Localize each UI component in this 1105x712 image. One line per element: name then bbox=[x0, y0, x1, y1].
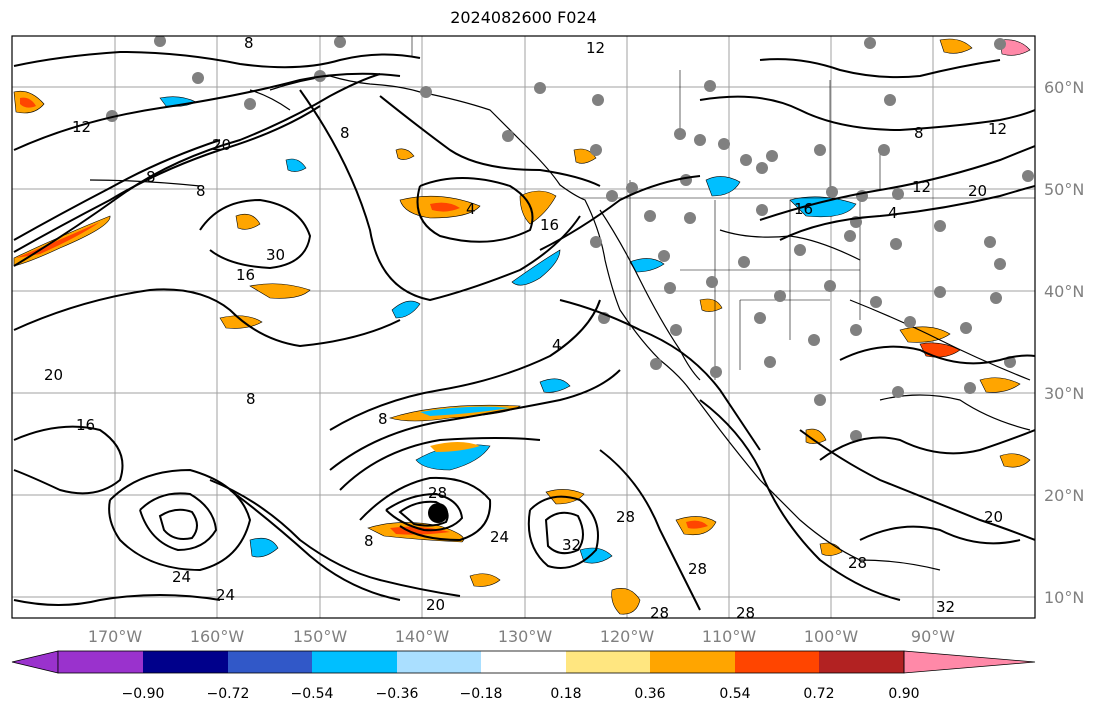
colorbar-tick-label: −0.54 bbox=[291, 686, 334, 702]
colorbar-tick-label: 0.54 bbox=[719, 686, 750, 702]
lat-label: 10°N bbox=[1044, 588, 1084, 607]
contour-label: 20 bbox=[44, 366, 63, 384]
colorbar-tick-label: 0.18 bbox=[550, 686, 581, 702]
colorbar-tick-label: −0.90 bbox=[122, 686, 165, 702]
colorbar-segment bbox=[143, 651, 228, 673]
contour-label: 16 bbox=[540, 216, 559, 234]
contour-label: 20 bbox=[984, 508, 1003, 526]
contour-label: 28 bbox=[616, 508, 635, 526]
contour-label: 28 bbox=[848, 554, 867, 572]
lon-label: 140°W bbox=[395, 627, 450, 646]
colorbar-extend-low bbox=[11, 650, 59, 674]
lon-label: 160°W bbox=[190, 627, 245, 646]
contour-label: 28 bbox=[650, 604, 669, 622]
contour-label: 8 bbox=[246, 390, 256, 408]
lat-label: 20°N bbox=[1044, 486, 1084, 505]
contour-label: 8 bbox=[378, 410, 388, 428]
contour-label: 24 bbox=[216, 586, 235, 604]
contour-label: 20 bbox=[426, 596, 445, 614]
contour-label: 24 bbox=[172, 568, 191, 586]
contour-label: 24 bbox=[490, 528, 509, 546]
storm-center-marker bbox=[428, 503, 448, 523]
contour-label: 20 bbox=[212, 136, 231, 154]
lon-label: 90°W bbox=[911, 627, 955, 646]
contour-label: 12 bbox=[586, 39, 605, 57]
contour-label: 4 bbox=[888, 204, 898, 222]
lat-label: 50°N bbox=[1044, 180, 1084, 199]
latitude-labels: 60°N 50°N 40°N 30°N 20°N 10°N bbox=[1044, 78, 1084, 607]
map-content: 12 12 12 12 8 8 8 8 8 8 8 8 4 4 4 16 16 … bbox=[12, 34, 1035, 622]
contour-label: 4 bbox=[552, 336, 562, 354]
colorbar-segment bbox=[819, 651, 904, 673]
contour-label: 30 bbox=[266, 246, 285, 264]
lon-label: 130°W bbox=[498, 627, 553, 646]
colorbar-tick-label: 0.72 bbox=[803, 686, 834, 702]
contour-label: 8 bbox=[340, 124, 350, 142]
contour-label: 12 bbox=[988, 120, 1007, 138]
lat-label: 40°N bbox=[1044, 282, 1084, 301]
contour-label: 8 bbox=[244, 34, 254, 52]
contour-label: 12 bbox=[912, 178, 931, 196]
colorbar-tick-label: −0.36 bbox=[376, 686, 419, 702]
lon-label: 110°W bbox=[702, 627, 757, 646]
colorbar-segment bbox=[481, 651, 566, 673]
colorbar-segment bbox=[58, 651, 143, 673]
map-border bbox=[11, 35, 1036, 619]
colorbar-tick-label: −0.72 bbox=[207, 686, 250, 702]
colorbar bbox=[11, 650, 1036, 674]
colorbar-segment bbox=[566, 651, 650, 673]
colorbar-tick-label: 0.36 bbox=[634, 686, 665, 702]
lon-label: 170°W bbox=[88, 627, 143, 646]
contour-label: 16 bbox=[794, 200, 813, 218]
map-title: 2024082600 F024 bbox=[450, 8, 597, 27]
lon-label: 100°W bbox=[804, 627, 859, 646]
colorbar-extend-high bbox=[903, 650, 1036, 674]
gridlines bbox=[12, 36, 1035, 618]
colorbar-segment bbox=[397, 651, 481, 673]
contour-label: 20 bbox=[968, 182, 987, 200]
contour-label: 32 bbox=[936, 598, 955, 616]
contour-label: 12 bbox=[72, 118, 91, 136]
lat-label: 30°N bbox=[1044, 384, 1084, 403]
colorbar-tick-label: 0.90 bbox=[888, 686, 919, 702]
contour-label: 16 bbox=[76, 416, 95, 434]
contour-label: 28 bbox=[688, 560, 707, 578]
contour-label: 8 bbox=[914, 124, 924, 142]
colorbar-outline bbox=[57, 650, 905, 674]
contour-labels: 12 12 12 12 8 8 8 8 8 8 8 8 4 4 4 16 16 … bbox=[44, 34, 1007, 622]
contour-label: 8 bbox=[364, 532, 374, 550]
borders bbox=[411, 36, 1035, 380]
longitude-labels: 170°W 160°W 150°W 140°W 130°W 120°W 110°… bbox=[88, 627, 955, 646]
colorbar-tick-labels: −0.90 −0.72 −0.54 −0.36 −0.18 0.18 0.36 … bbox=[122, 686, 920, 702]
colorbar-tick-label: −0.18 bbox=[460, 686, 503, 702]
map-background bbox=[12, 36, 1035, 618]
contour-label: 8 bbox=[146, 168, 156, 186]
lon-label: 120°W bbox=[600, 627, 655, 646]
contour-label: 8 bbox=[196, 182, 206, 200]
colorbar-segment bbox=[228, 651, 312, 673]
colorbar-segment bbox=[312, 651, 397, 673]
contour-label: 4 bbox=[466, 200, 476, 218]
lat-label: 60°N bbox=[1044, 78, 1084, 97]
colorbar-segment bbox=[735, 651, 819, 673]
lon-label: 150°W bbox=[293, 627, 348, 646]
colorbar-segment bbox=[650, 651, 735, 673]
contour-label: 32 bbox=[562, 536, 581, 554]
contour-label: 28 bbox=[736, 604, 755, 622]
contours bbox=[13, 50, 1035, 611]
contour-label: 28 bbox=[428, 484, 447, 502]
contour-label: 16 bbox=[236, 266, 255, 284]
